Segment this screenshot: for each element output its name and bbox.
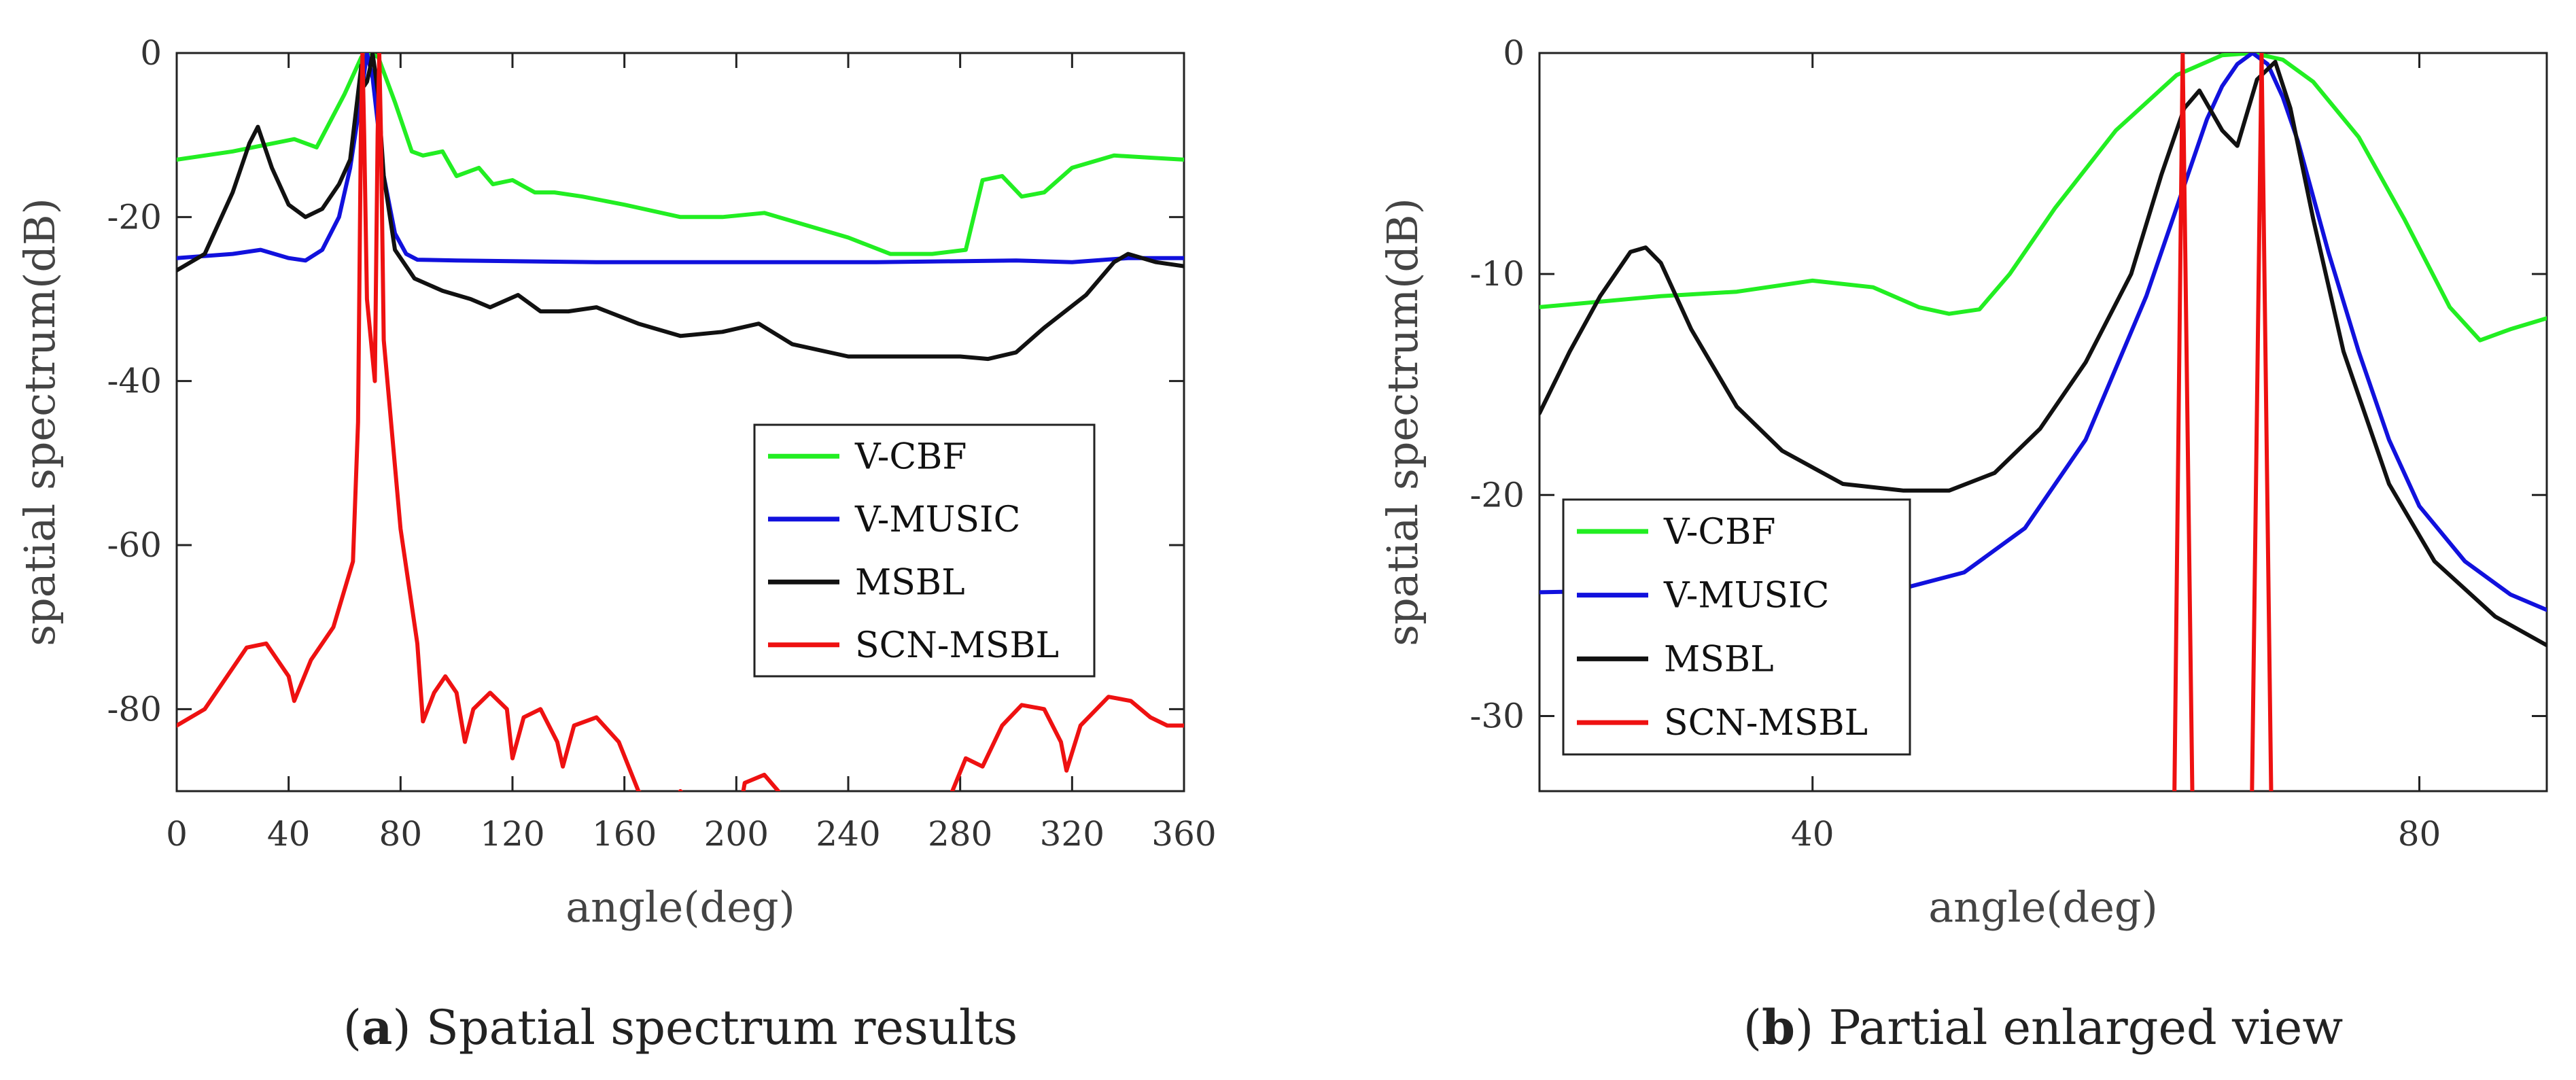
chart0-legend-label: SCN-MSBL (855, 625, 1059, 666)
chart0-ytick-label: -80 (107, 689, 162, 729)
panel-b: 40 80 0 -10 -20 -30 angle(deg) spatial spectrum… (1378, 33, 2548, 932)
chart1-legend-box (1562, 498, 1911, 756)
chart1-legend-label: V-MUSIC (1663, 576, 1829, 616)
caption-a-text: Spatial spectrum results (425, 1000, 1018, 1056)
panel-a: 0 40 80 120 160 200 240 280 320 360 0 -20 -40 -60 -80 a… (15, 33, 1217, 932)
chart0-legend-label: V-CBF (854, 436, 967, 477)
chart1-x-axis-label: angle(deg) (1928, 882, 2158, 932)
chart0-series-line-v-music (177, 53, 1184, 264)
chart0-x-axis-label: angle(deg) (565, 882, 795, 932)
chart0-ytick-label: 0 (140, 33, 162, 73)
chart1-xtick-label: 40 (1791, 814, 1834, 854)
chart0-series-line-scn-msbl (177, 53, 1184, 791)
chart1-legend: V-CBF V-MUSIC MSBL SCN-MSBL (1562, 498, 1911, 756)
chart0-legend-label: V-MUSIC (854, 500, 1020, 540)
caption-a-letter: a (362, 999, 393, 1056)
caption-b-letter: b (1762, 999, 1795, 1056)
chart0-ytick-label: -20 (107, 197, 162, 237)
chart1-xtick-label: 80 (2398, 814, 2441, 854)
caption-b-text: Partial enlarged view (1828, 1000, 2344, 1056)
chart0-xtick-label: 200 (704, 814, 769, 854)
chart0-series-line-msbl (177, 53, 1184, 362)
chart0-xtick-label: 280 (928, 814, 992, 854)
chart1-legend-label: V-CBF (1663, 512, 1775, 553)
chart0-legend: V-CBF V-MUSIC MSBL SCN-MSBL (753, 423, 1096, 678)
chart0-xtick-label: 40 (267, 814, 311, 854)
chart1-series-line-v-music (1539, 53, 2547, 612)
chart1-ytick-label: -10 (1469, 254, 1525, 294)
chart0-xtick-label: 240 (816, 814, 880, 854)
chart0-xtick-label: 360 (1151, 814, 1216, 854)
chart1-legend-label: SCN-MSBL (1664, 703, 1868, 744)
chart0-xtick-label: 160 (592, 814, 657, 854)
chart0-xtick-label: 120 (480, 814, 544, 854)
chart0-y-axis-label: spatial spectrum(dB) (15, 198, 65, 646)
chart0-xtick-label: 0 (166, 814, 188, 854)
chart1-series-line-scn-msbl (2172, 53, 2274, 791)
chart0-series-line-v-cbf (177, 53, 1184, 256)
chart1-series-line-v-cbf (1539, 53, 2547, 343)
caption-a: (a) Spatial spectrum results (343, 999, 1018, 1056)
chart0-ytick-label: -40 (107, 362, 162, 401)
chart1-legend-label: MSBL (1664, 639, 1774, 680)
chart1-axes-frame (1538, 52, 2548, 792)
chart1-ytick-label: -30 (1469, 696, 1525, 735)
chart0-xtick-label: 80 (379, 814, 423, 854)
caption-b: (b) Partial enlarged view (1743, 999, 2344, 1056)
chart1-ytick-label: 0 (1503, 33, 1525, 73)
chart0-legend-box (753, 423, 1096, 678)
chart1-series-line-msbl (1539, 60, 2547, 648)
chart0-ytick-label: -60 (107, 525, 162, 565)
chart0-xtick-label: 320 (1040, 814, 1104, 854)
chart1-ytick-label: -20 (1469, 475, 1525, 515)
chart1-y-axis-label: spatial spectrum(dB) (1378, 198, 1427, 646)
chart0-legend-label: MSBL (855, 562, 965, 603)
chart0-axes-frame (175, 52, 1185, 792)
chart1-plot-area (1539, 53, 2547, 791)
chart0-plot-area (177, 53, 1184, 791)
